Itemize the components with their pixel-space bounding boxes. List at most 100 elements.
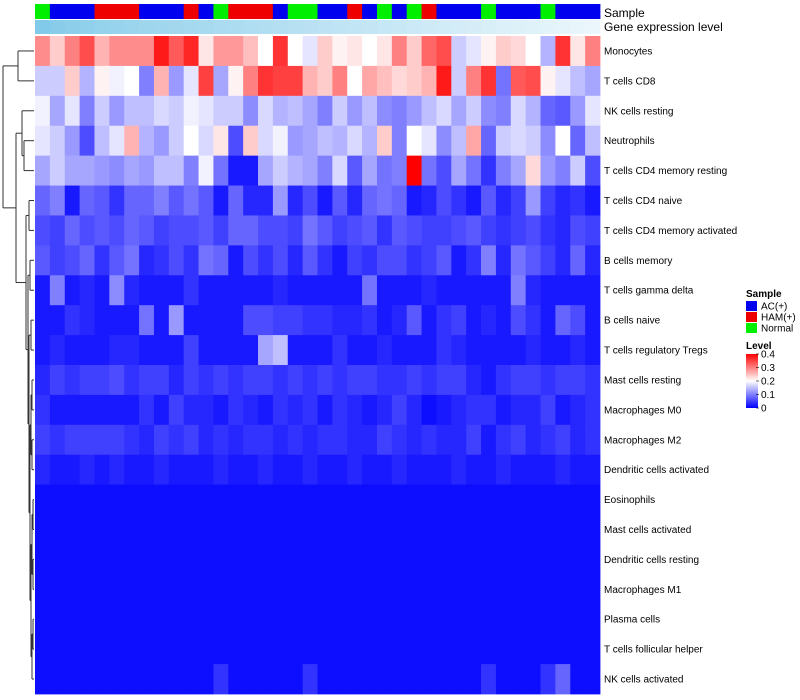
heatmap-cell xyxy=(391,365,408,396)
heatmap-cell xyxy=(376,215,393,246)
heatmap-cell xyxy=(198,544,214,575)
gene-expression-cell xyxy=(436,20,452,34)
heatmap-cell xyxy=(94,36,110,67)
heatmap-cell xyxy=(376,36,393,67)
heatmap-cell xyxy=(481,634,497,665)
heatmap-cell xyxy=(302,95,318,127)
gene-expression-cell xyxy=(183,20,199,34)
heatmap-cell xyxy=(183,245,199,276)
heatmap-cell xyxy=(376,275,393,306)
heatmap-cell xyxy=(79,604,95,635)
gene-expression-annotation-label: Gene expression level xyxy=(604,20,723,34)
heatmap-cell xyxy=(421,125,437,157)
sample-annotation-cell xyxy=(139,4,155,19)
heatmap-cell xyxy=(495,275,512,306)
row-label: NK cells activated xyxy=(604,675,683,686)
heatmap-cell xyxy=(109,275,125,306)
heatmap-cell xyxy=(540,125,556,157)
heatmap-cell xyxy=(213,245,229,276)
heatmap-cell xyxy=(317,365,333,396)
legend-tick-label: 0 xyxy=(761,404,767,415)
heatmap-cell xyxy=(109,454,125,486)
heatmap-cell xyxy=(510,245,527,276)
heatmap-cell xyxy=(79,155,95,186)
heatmap-cell xyxy=(481,514,497,545)
heatmap-cell xyxy=(79,484,95,515)
heatmap-cell xyxy=(570,454,586,486)
heatmap-cell xyxy=(258,514,274,545)
sample-annotation-label: Sample xyxy=(604,6,645,20)
heatmap-cell xyxy=(540,454,556,486)
heatmap-cell xyxy=(451,65,467,97)
heatmap-cell xyxy=(510,335,527,366)
heatmap-cell xyxy=(540,394,556,426)
heatmap-cell xyxy=(213,574,229,605)
heatmap-cell xyxy=(347,245,363,276)
row-label: Neutrophils xyxy=(604,136,655,147)
heatmap-cell xyxy=(198,245,214,276)
heatmap-cell xyxy=(258,664,274,695)
heatmap-cell xyxy=(406,155,422,186)
sample-annotation-cell xyxy=(183,4,199,19)
heatmap-cell xyxy=(540,634,556,665)
heatmap-cell xyxy=(570,65,586,97)
heatmap-cell xyxy=(451,275,467,306)
heatmap-cell xyxy=(451,365,467,396)
gene-expression-annotation-bar xyxy=(35,20,601,34)
heatmap-cell xyxy=(94,305,110,336)
heatmap-cell xyxy=(243,335,259,366)
heatmap-cell xyxy=(451,484,467,515)
heatmap-cell xyxy=(168,514,185,545)
heatmap-cell xyxy=(481,454,497,486)
heatmap-cell xyxy=(243,155,259,186)
heatmap-cell xyxy=(213,275,229,306)
heatmap-cell xyxy=(258,365,274,396)
heatmap-cell xyxy=(35,544,51,575)
heatmap-cell xyxy=(272,185,289,216)
heatmap-cell xyxy=(109,155,125,186)
heatmap-cell xyxy=(183,36,199,67)
heatmap-cell xyxy=(317,95,333,127)
heatmap-cell xyxy=(436,155,452,186)
heatmap-cell xyxy=(466,125,482,157)
heatmap-cell xyxy=(302,305,318,336)
heatmap-cell xyxy=(49,185,66,216)
heatmap-cell xyxy=(49,275,66,306)
heatmap-cell xyxy=(585,634,601,665)
heatmap-cell xyxy=(555,155,571,186)
heatmap-cell xyxy=(213,335,229,366)
heatmap-cell xyxy=(451,335,467,366)
heatmap-cell xyxy=(391,245,408,276)
heatmap-cell xyxy=(79,215,95,246)
heatmap-cell xyxy=(555,95,571,127)
heatmap-cell xyxy=(228,245,244,276)
heatmap-cell xyxy=(302,245,318,276)
heatmap-cell xyxy=(183,574,199,605)
heatmap-cell xyxy=(213,305,229,336)
sample-annotation-cell xyxy=(153,4,170,19)
heatmap-cell xyxy=(109,514,125,545)
heatmap-cell xyxy=(332,394,348,426)
heatmap-cell xyxy=(421,484,437,515)
heatmap-cell xyxy=(287,634,304,665)
heatmap-cell xyxy=(168,215,185,246)
heatmap-cell xyxy=(362,245,378,276)
heatmap-cell xyxy=(391,604,408,635)
sample-annotation-cell xyxy=(421,4,437,19)
heatmap-cell xyxy=(35,574,51,605)
heatmap-cell xyxy=(94,574,110,605)
heatmap-cell xyxy=(272,305,289,336)
sample-annotation-cell xyxy=(302,4,318,19)
heatmap-cell xyxy=(332,544,348,575)
heatmap-cell xyxy=(153,365,170,396)
heatmap-cell xyxy=(347,514,363,545)
heatmap-cell xyxy=(540,664,556,695)
heatmap-cell xyxy=(495,125,512,157)
heatmap-cell xyxy=(243,514,259,545)
heatmap-cell xyxy=(109,245,125,276)
heatmap-cell xyxy=(540,305,556,336)
heatmap-cell xyxy=(49,574,66,605)
heatmap-cell xyxy=(109,664,125,695)
gene-expression-cell xyxy=(376,20,393,34)
heatmap-cell xyxy=(555,65,571,97)
